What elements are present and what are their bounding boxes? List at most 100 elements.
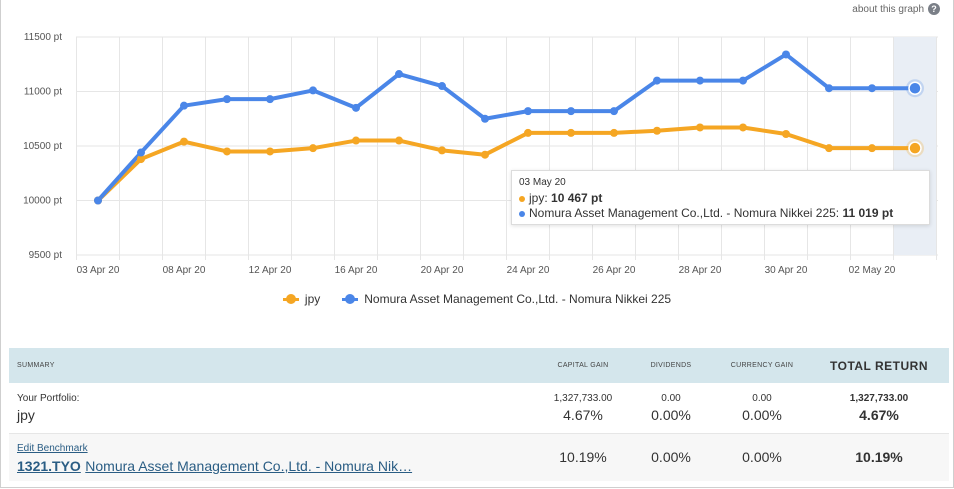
x-tick-label: 12 Apr 20	[249, 265, 292, 276]
about-graph-label: about this graph	[852, 3, 924, 15]
data-point	[739, 76, 747, 85]
data-point	[825, 144, 833, 153]
data-point	[825, 84, 833, 93]
tooltip-value-jpy: 10 467 pt	[551, 191, 603, 205]
series-line-0	[96, 125, 917, 203]
data-point	[352, 103, 360, 112]
x-tick-label: 28 Apr 20	[679, 265, 722, 276]
help-icon[interactable]: ?	[928, 3, 940, 15]
portfolio-currency-amount: 0.00	[752, 392, 772, 404]
data-point	[352, 136, 360, 145]
data-point	[481, 114, 489, 123]
x-tick-label: 30 Apr 20	[765, 265, 808, 276]
data-point	[137, 155, 145, 164]
legend-symbol-jpy	[282, 294, 299, 304]
tooltip-dot-jpy	[519, 195, 525, 202]
summary-header-row: Summary Capital Gain Dividends Currency …	[9, 348, 949, 383]
data-point	[481, 150, 489, 159]
series-points	[94, 50, 924, 205]
portfolio-currency-pct: 0.00%	[742, 406, 782, 423]
data-point	[653, 76, 661, 85]
data-point	[94, 196, 102, 205]
header-capital-gain: Capital Gain	[557, 362, 609, 369]
edit-benchmark-link[interactable]: Edit Benchmark	[17, 443, 88, 455]
benchmark-row: Edit Benchmark 1321.TYO Nomura Asset Man…	[9, 433, 949, 481]
benchmark-total-pct: 10.19%	[855, 449, 903, 466]
tooltip-row-jpy: jpy: 10 467 pt	[519, 191, 922, 206]
data-point	[180, 137, 188, 146]
chart-tooltip: 03 May 20 jpy: 10 467 pt Nomura Asset Ma…	[511, 170, 930, 225]
data-point	[610, 107, 618, 116]
portfolio-capital-gain-pct: 4.67%	[563, 406, 603, 423]
legend-item-jpy[interactable]: jpy	[282, 292, 321, 306]
x-axis-ticks: 03 Apr 20 08 Apr 20 12 Apr 20 16 Apr 20 20 A…	[77, 265, 896, 276]
x-tick-label: 03 Apr 20	[77, 265, 120, 276]
benchmark-dividends-pct: 0.00%	[651, 449, 691, 466]
y-tick-label: 10000 pt	[23, 196, 62, 207]
legend-label-benchmark: Nomura Asset Management Co.,Ltd. - Nomur…	[364, 292, 672, 306]
data-point	[696, 76, 704, 85]
data-point	[137, 148, 145, 157]
tooltip-row-benchmark: Nomura Asset Management Co.,Ltd. - Nomur…	[519, 206, 922, 221]
portfolio-dividends-pct: 0.00%	[651, 406, 691, 423]
data-point	[739, 123, 747, 132]
portfolio-name: jpy	[17, 406, 35, 423]
data-point	[438, 82, 446, 91]
y-axis-ticks: 9500 pt 10000 pt 10500 pt 11000 pt 11500 pt	[23, 32, 62, 261]
data-point	[868, 84, 876, 93]
data-point	[524, 128, 532, 137]
data-point	[567, 107, 575, 116]
tooltip-label-benchmark: Nomura Asset Management Co.,Ltd. - Nomur…	[529, 206, 843, 220]
data-point	[223, 147, 231, 156]
x-tick-label: 02 May 20	[849, 265, 896, 276]
y-tick-label: 11500 pt	[24, 32, 62, 43]
legend-label-jpy: jpy	[304, 292, 321, 306]
y-tick-label: 10500 pt	[23, 141, 62, 152]
benchmark-capital-gain-pct: 10.19%	[559, 449, 607, 466]
data-point	[567, 128, 575, 137]
benchmark-name-link[interactable]: Nomura Asset Management Co.,Ltd. - Nomur…	[85, 458, 413, 475]
header-dividends: Dividends	[650, 362, 692, 369]
about-graph-link[interactable]: about this graph ?	[852, 3, 940, 15]
portfolio-total-pct: 4.67%	[859, 406, 899, 423]
data-point	[696, 123, 704, 132]
tooltip-label-jpy: jpy:	[529, 191, 552, 205]
data-point	[223, 95, 231, 104]
x-tick-label: 26 Apr 20	[593, 265, 636, 276]
data-point	[610, 128, 618, 137]
data-point	[653, 126, 661, 135]
legend-symbol-benchmark	[342, 294, 359, 304]
data-point	[782, 130, 790, 139]
series-line-1	[96, 52, 917, 203]
x-tick-label: 20 Apr 20	[421, 265, 464, 276]
series-lines	[96, 52, 917, 203]
data-point	[395, 70, 403, 79]
data-point	[908, 141, 922, 155]
portfolio-dividends-amount: 0.00	[661, 392, 681, 404]
data-point	[309, 144, 317, 153]
tooltip-value-benchmark: 11 019 pt	[842, 206, 894, 220]
benchmark-currency-pct: 0.00%	[742, 449, 782, 466]
data-point	[438, 146, 446, 155]
data-point	[524, 107, 532, 116]
data-point	[266, 147, 274, 156]
portfolio-capital-gain-amount: 1,327,733.00	[553, 392, 613, 404]
y-tick-label: 11000 pt	[24, 87, 62, 98]
tooltip-dot-benchmark	[519, 210, 525, 217]
x-tick-label: 24 Apr 20	[507, 265, 550, 276]
data-point	[395, 136, 403, 145]
header-currency-gain: Currency Gain	[730, 362, 794, 369]
tooltip-date: 03 May 20	[519, 177, 566, 188]
summary-table: Summary Capital Gain Dividends Currency …	[9, 348, 949, 481]
chart-legend: jpy Nomura Asset Management Co.,Ltd. - N…	[0, 292, 954, 306]
data-point	[868, 144, 876, 153]
benchmark-ticker-link[interactable]: 1321.TYO	[17, 458, 81, 475]
header-total-return: TOTAL RETURN	[830, 358, 928, 373]
data-point	[309, 86, 317, 95]
data-point	[266, 95, 274, 104]
x-tick-label: 16 Apr 20	[335, 265, 378, 276]
portfolio-label: Your Portfolio:	[17, 392, 80, 404]
portfolio-row: Your Portfolio: jpy 1,327,733.00 4.67% 0…	[9, 383, 949, 433]
legend-item-benchmark[interactable]: Nomura Asset Management Co.,Ltd. - Nomur…	[342, 292, 671, 306]
